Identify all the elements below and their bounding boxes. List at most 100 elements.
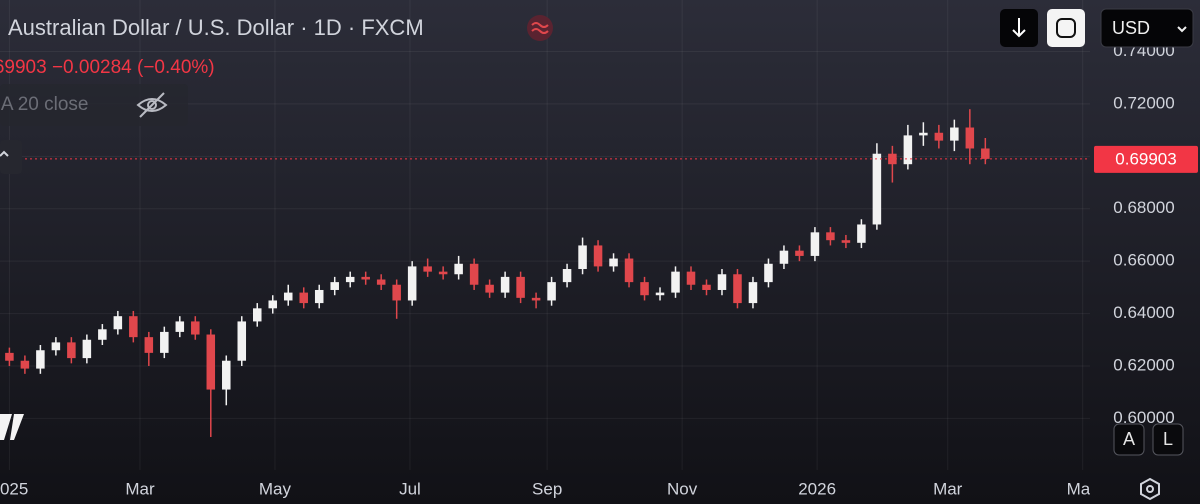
candle-body: [609, 258, 618, 267]
candle-body: [562, 269, 572, 283]
candle-body: [872, 153, 882, 225]
candle-body: [252, 308, 262, 322]
candle-body: [51, 342, 61, 351]
candle-body: [36, 350, 45, 369]
y-axis: 0.600000.620000.640000.660000.680000.700…: [1094, 41, 1198, 427]
fullscreen-button[interactable]: [1047, 9, 1085, 47]
candle-body: [160, 331, 169, 353]
x-axis: 2025 Mar May Jul Sep Nov 2026 Mar May: [0, 479, 1100, 498]
candle-body: [345, 276, 355, 283]
collapse-button[interactable]: [0, 140, 22, 174]
candle-body: [113, 316, 123, 330]
candle-body: [129, 316, 138, 338]
candle-body: [826, 232, 835, 241]
last-price-label: 0.69903: [1115, 149, 1176, 168]
settings-icon-center: [1146, 485, 1154, 493]
candle-body: [981, 148, 990, 159]
last-price-box: [1094, 145, 1198, 173]
candle-body: [392, 284, 401, 301]
candle-body: [222, 360, 231, 390]
settings-icon[interactable]: [1140, 477, 1160, 501]
candle-body: [98, 329, 107, 340]
candle-body: [67, 342, 76, 359]
log-scale-label: L: [1163, 429, 1173, 449]
status-icon-glyph: [531, 22, 549, 34]
auto-scale-button[interactable]: [1113, 423, 1145, 456]
candle-body: [376, 279, 386, 285]
candle-body: [950, 127, 959, 141]
symbol-title: Australian Dollar / U.S. Dollar · 1D · F…: [8, 15, 424, 40]
candle-body: [717, 274, 727, 290]
candle-body: [748, 282, 758, 304]
candle-body: [547, 282, 556, 301]
candle-body: [314, 289, 324, 304]
x-tick-label: Mar: [125, 479, 155, 498]
candle-body: [965, 127, 975, 149]
candle-body: [20, 360, 30, 369]
candle-body: [469, 263, 479, 285]
candle-body: [655, 292, 665, 296]
x-tick-label: 2026: [798, 479, 836, 498]
x-tick-label: Mar: [933, 479, 963, 498]
candle-body: [500, 276, 510, 293]
candle-body: [702, 284, 711, 290]
y-tick-label: 0.68000: [1113, 198, 1174, 217]
log-scale-button[interactable]: [1152, 423, 1184, 456]
candle-body: [5, 352, 14, 361]
candle-body: [934, 132, 944, 141]
candle-body: [578, 245, 587, 270]
collapse-icon: [0, 150, 9, 157]
y-tick-label: 0.62000: [1113, 355, 1174, 374]
candle-body: [531, 297, 541, 301]
currency-label: USD: [1112, 18, 1150, 38]
candle-body: [361, 276, 370, 280]
candle-body: [733, 274, 742, 304]
x-tick-label: May: [1067, 479, 1100, 498]
x-tick-label: 2025: [0, 479, 28, 498]
candle-body: [888, 153, 897, 165]
candle-body: [268, 300, 278, 309]
candle-body: [810, 232, 820, 256]
plot-area: [0, 109, 1090, 437]
y-tick-label: 0.64000: [1113, 303, 1174, 322]
x-tick-label: Sep: [532, 479, 562, 498]
hide-icon[interactable]: [136, 92, 168, 118]
candle-body: [423, 266, 432, 272]
candle-body: [841, 240, 851, 243]
status-icon: [527, 15, 553, 41]
x-tick-label: Jul: [399, 479, 421, 498]
candle-body: [191, 321, 200, 335]
y-tick-label: 0.60000: [1113, 408, 1174, 427]
candle-body: [919, 132, 928, 136]
x-tick-label: Nov: [667, 479, 698, 498]
candle-body: [144, 337, 154, 353]
candle-body: [330, 282, 339, 290]
candle-body: [671, 271, 680, 293]
candle-body: [299, 292, 308, 304]
candle-body: [175, 321, 185, 332]
candle-body: [640, 282, 649, 296]
candle-body: [516, 276, 525, 298]
candle-body: [454, 263, 463, 275]
logo: [0, 414, 24, 440]
candle-body: [764, 263, 773, 283]
candle-body: [624, 258, 634, 283]
auto-scale-label: A: [1123, 429, 1135, 449]
candle-body: [283, 292, 293, 301]
candle-body: [438, 271, 448, 275]
candle-body: [903, 135, 913, 165]
candle-body: [206, 334, 216, 390]
currency-selector[interactable]: [1100, 8, 1194, 48]
x-tick-label: May: [259, 479, 292, 498]
candle-body: [407, 266, 417, 301]
y-tick-label: 0.66000: [1113, 251, 1174, 270]
price-change: 0.69903 −0.00284 (−0.40%): [0, 57, 215, 78]
candle-body: [857, 224, 866, 243]
candle-body: [779, 250, 789, 264]
candle-body: [237, 321, 247, 361]
dropdown-icon: [1177, 26, 1187, 33]
candle-body: [593, 245, 603, 267]
fullscreen-icon: [1056, 18, 1076, 38]
